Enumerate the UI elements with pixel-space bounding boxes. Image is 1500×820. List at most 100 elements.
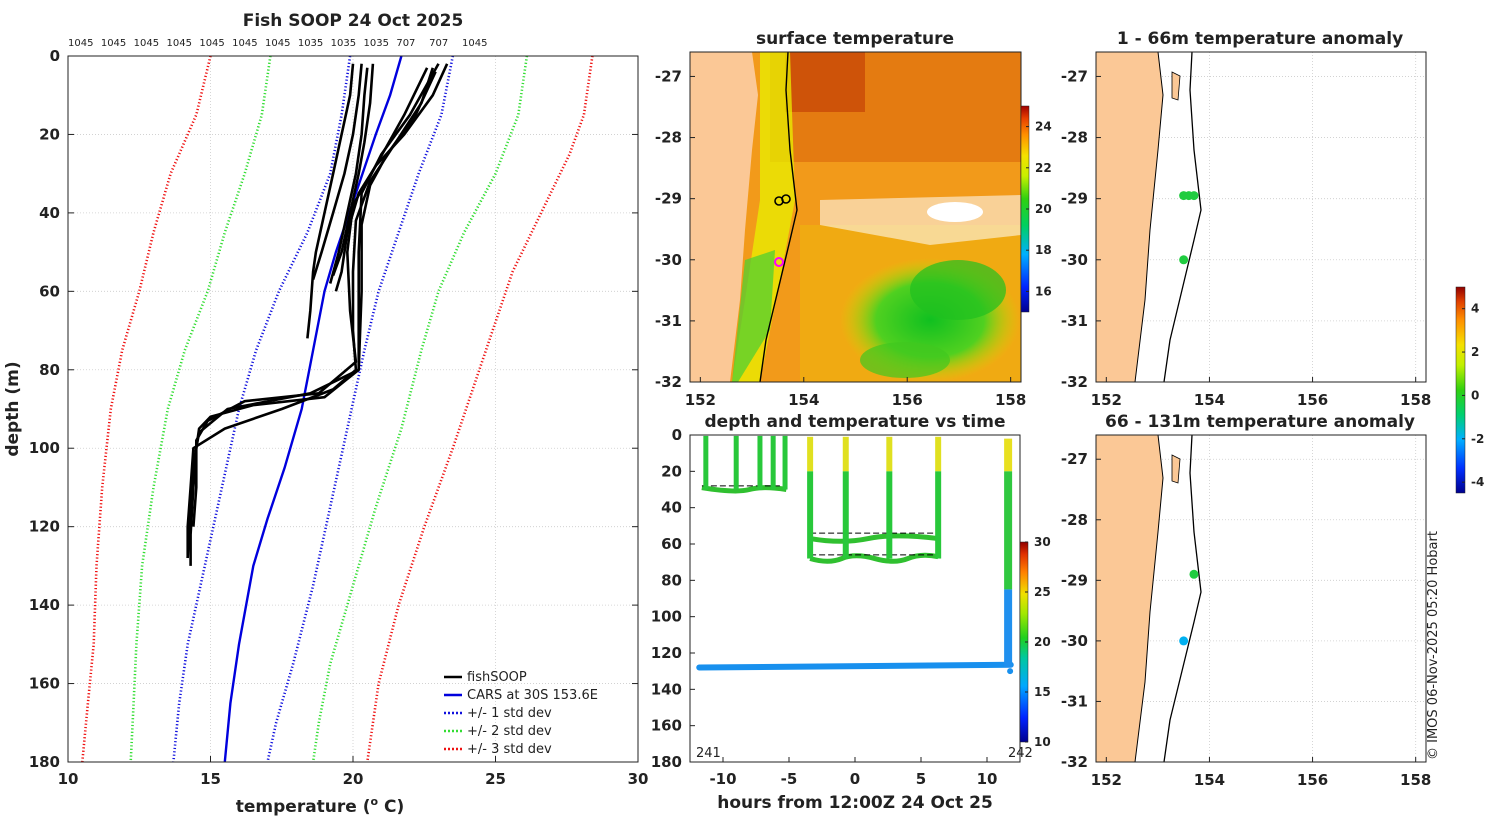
cast-depth-label: 1045 xyxy=(462,38,487,49)
fishsoop-profile xyxy=(186,71,437,559)
legend-std3: +/- 3 std dev xyxy=(467,742,552,757)
mid-bottom-track xyxy=(809,552,939,564)
time-x-tick-label: -5 xyxy=(781,770,798,788)
shallow-cast-bar xyxy=(703,435,709,490)
time-y-tick-label: 20 xyxy=(661,462,682,480)
lat-tick-label: -27 xyxy=(655,67,682,85)
lat-tick-label: -28 xyxy=(1061,129,1088,147)
lat-tick-label: -30 xyxy=(1061,251,1088,269)
time-y-tick-label: 40 xyxy=(661,499,682,517)
profile-legend: fishSOOP CARS at 30S 153.6E +/- 1 std de… xyxy=(444,670,598,757)
anomaly-2-land xyxy=(1096,435,1164,762)
anomaly-1-shelf-contour xyxy=(1163,52,1202,382)
lon-tick-label: 154 xyxy=(788,391,819,409)
profile-series xyxy=(81,56,594,762)
legend-fishsoop: fishSOOP xyxy=(467,670,527,685)
time-colorbar-ticks: 10 15 20 25 30 xyxy=(1025,535,1051,749)
lat-tick-label: -32 xyxy=(1061,753,1088,771)
time-title: depth and temperature vs time xyxy=(705,412,1006,432)
y-tick-label: 180 xyxy=(29,753,60,771)
final-cast-top xyxy=(1004,438,1013,472)
y-tick-label: 100 xyxy=(29,439,60,457)
anomaly-1-panel: 1 - 66m temperature anomaly 152 154 156 158… xyxy=(1061,29,1431,409)
cast-depth-label: 1045 xyxy=(199,38,224,49)
lon-tick-label: 156 xyxy=(892,391,923,409)
fishsoop-profile xyxy=(328,67,369,284)
time-y-tick-label: 80 xyxy=(661,571,682,589)
colorbar-tick-label: 24 xyxy=(1035,120,1052,134)
anomaly-1-title: 1 - 66m temperature anomaly xyxy=(1117,29,1403,49)
x-tick-label: 25 xyxy=(485,770,506,788)
cars-climatology-line xyxy=(223,56,403,762)
colorbar-tick-label: -2 xyxy=(1471,432,1484,446)
lat-tick-label: -31 xyxy=(655,312,682,330)
mid-upper-track xyxy=(809,533,939,544)
sst-marker-cast xyxy=(781,194,791,204)
colorbar-tick-label: 22 xyxy=(1035,161,1052,175)
time-panel: depth and temperature vs time -10 -5 0 5 100… xyxy=(651,412,1051,813)
lon-tick-label: 158 xyxy=(1400,391,1431,409)
colorbar-tick-label: 30 xyxy=(1034,535,1051,549)
deep-deployment-track xyxy=(696,661,1014,671)
final-cast-mid xyxy=(1004,471,1013,590)
time-y-tick-label: 160 xyxy=(651,717,682,735)
colorbar-tick-label: 2 xyxy=(1471,345,1479,359)
cast-depth-label: 1045 xyxy=(134,38,159,49)
anomaly-point xyxy=(1179,636,1189,646)
fishsoop-profile xyxy=(306,63,355,339)
time-y-tick-label: 120 xyxy=(651,644,682,662)
colorbar-tick-label: 20 xyxy=(1035,202,1052,216)
lon-tick-label: 154 xyxy=(1194,391,1225,409)
lon-tick-label: 156 xyxy=(1297,771,1328,789)
mid-cast-top xyxy=(886,436,893,472)
lon-tick-label: 158 xyxy=(1400,771,1431,789)
y-tick-label: 20 xyxy=(39,125,60,143)
time-y-tick-label: 0 xyxy=(672,426,682,444)
colorbar-tick-label: -4 xyxy=(1471,475,1484,489)
sst-map xyxy=(690,52,1021,382)
colorbar-tick-label: 15 xyxy=(1034,685,1051,699)
cast-depth-label: 707 xyxy=(396,38,415,49)
profile-tick-labels: 10 15 20 25 30 0 20 40 60 80 100 120 140 160 180 xyxy=(29,47,649,788)
final-cast-deep xyxy=(1004,589,1013,668)
cast-depth-label: 1045 xyxy=(265,38,290,49)
y-tick-label: 160 xyxy=(29,675,60,693)
sst-land xyxy=(690,52,758,382)
cast-depth-label: 1035 xyxy=(298,38,323,49)
x-tick-label: 15 xyxy=(200,770,221,788)
time-y-tick-label: 180 xyxy=(651,753,682,771)
final-cast-end xyxy=(1007,668,1014,675)
time-y-tick-label: 140 xyxy=(651,680,682,698)
std-dev-line xyxy=(129,56,272,762)
sst-cool-core xyxy=(910,260,1006,320)
cast-depth-label: 1045 xyxy=(232,38,257,49)
sst-shelf-contour xyxy=(759,52,798,382)
y-tick-label: 60 xyxy=(39,282,60,300)
anomaly-2-points xyxy=(1179,569,1199,646)
cast-depth-label: 1045 xyxy=(101,38,126,49)
anomaly-point xyxy=(1189,569,1199,579)
time-x-tick-label: 5 xyxy=(916,770,926,788)
fishsoop-profile xyxy=(192,67,429,527)
cast-depth-label: 707 xyxy=(429,38,448,49)
sst-panel: surface temperature 152 154 156 158 -27 -28 -2… xyxy=(655,29,1052,409)
shallow-cast-bar xyxy=(782,435,788,490)
fishsoop-profile xyxy=(311,63,363,280)
lat-tick-label: -27 xyxy=(1061,67,1088,85)
colorbar-tick-label: 0 xyxy=(1471,388,1479,402)
time-y-tick-label: 100 xyxy=(651,608,682,626)
lon-tick-label: 154 xyxy=(1194,771,1225,789)
time-series xyxy=(696,435,1014,675)
anomaly-1-land xyxy=(1096,52,1164,382)
shallow-cast-bar xyxy=(770,435,776,490)
colorbar-tick-label: 16 xyxy=(1035,284,1052,298)
cast-depth-label: 1035 xyxy=(364,38,389,49)
lat-tick-label: -30 xyxy=(655,251,682,269)
lat-tick-label: -29 xyxy=(1061,190,1088,208)
sst-marker-current xyxy=(774,257,784,267)
anomaly-2-shelf-contour xyxy=(1163,435,1202,762)
mid-cast-bar xyxy=(935,471,942,559)
anomaly-2-frame xyxy=(1095,434,1427,763)
colorbar-tick-label: 10 xyxy=(1034,735,1051,749)
